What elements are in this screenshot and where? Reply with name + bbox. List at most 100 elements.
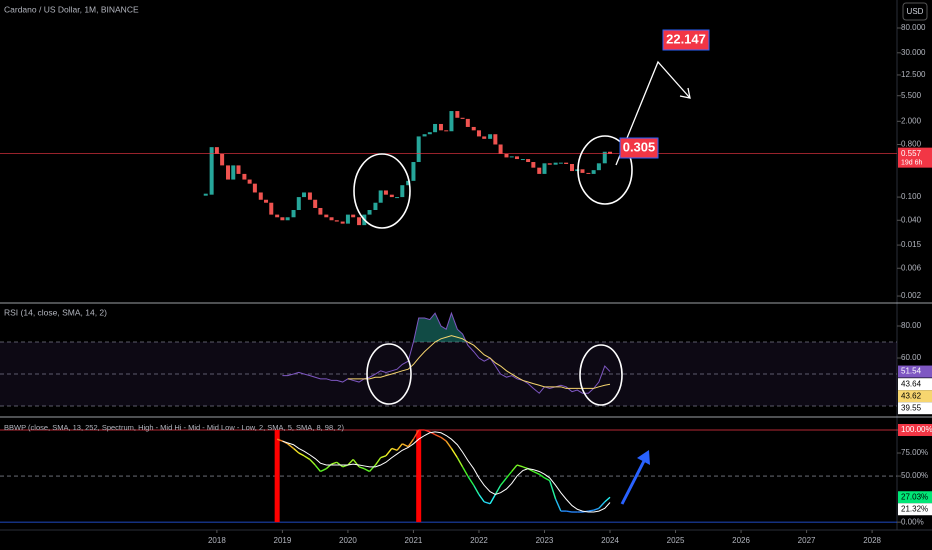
bbwp-segment	[538, 473, 545, 479]
rsi-band	[0, 342, 897, 407]
candle-body	[580, 169, 585, 173]
bbwp-title: BBWP (close, SMA, 13, 252, Spectrum, Hig…	[4, 423, 344, 432]
countdown-label: 19d 6h	[901, 159, 923, 166]
candle-body	[345, 214, 350, 224]
x-tick-label: 2021	[405, 536, 423, 545]
y-tick-label: 75.00%	[901, 448, 928, 457]
candle-body	[236, 165, 241, 174]
currency-button[interactable]	[902, 2, 928, 21]
candle-body	[324, 214, 329, 218]
candle-body	[203, 193, 208, 196]
candle-body	[591, 170, 596, 174]
bbwp-segment	[385, 447, 393, 457]
candle-body	[558, 162, 563, 164]
y-tick-label: 12.500	[901, 70, 926, 79]
bbwp-segment	[412, 429, 420, 440]
value-badge-label: 51.54	[901, 367, 922, 376]
projection-arrow	[615, 60, 691, 166]
y-tick-label: 0.100	[901, 192, 922, 201]
y-tick-label: 2.000	[901, 116, 922, 125]
y-tick-label: 0.800	[901, 140, 922, 149]
annotation-text: 22.147	[666, 31, 706, 46]
bbwp-segment	[494, 484, 502, 495]
bbwp-segment	[298, 452, 305, 457]
candle-body	[296, 197, 301, 211]
candle-body	[471, 126, 476, 131]
candle-body	[334, 220, 339, 222]
candle-body	[465, 118, 470, 127]
value-badge	[898, 365, 932, 378]
candle-body	[455, 111, 460, 118]
bbwp-segment	[554, 498, 562, 512]
candle-body	[280, 217, 285, 221]
candle-body	[252, 183, 257, 193]
candle-body	[395, 197, 400, 199]
value-badge	[898, 402, 932, 415]
y-tick-label: 5.500	[901, 91, 922, 100]
candle-body	[570, 163, 575, 172]
candle-body	[378, 190, 383, 203]
candle-body	[373, 202, 378, 211]
x-tick-label: 2022	[470, 536, 488, 545]
indicator-line	[282, 431, 611, 513]
indicator-line	[347, 335, 611, 389]
highlight-circle	[366, 343, 412, 405]
candle-body	[553, 162, 558, 165]
candle-body	[242, 173, 247, 180]
bbwp-segment	[331, 461, 338, 465]
y-tick-label: 0.040	[901, 215, 922, 224]
candle-body	[340, 221, 345, 224]
y-tick-label: 50.00%	[901, 471, 928, 480]
bbwp-segment	[374, 457, 382, 466]
annotation-text: 0.305	[623, 139, 656, 154]
bbwp-segment	[533, 470, 540, 475]
arrow-head	[679, 87, 691, 99]
arrow-head	[637, 450, 650, 465]
candle-body	[493, 134, 498, 145]
bbwp-segment	[396, 443, 403, 451]
annotation-box	[619, 137, 659, 159]
candle-body	[433, 123, 438, 133]
bbwp-segment	[544, 477, 551, 482]
value-badge-label: 43.64	[901, 379, 922, 388]
bbwp-segment	[434, 433, 442, 438]
candle-body	[531, 162, 536, 168]
x-tick-label: 2026	[732, 536, 750, 545]
candle-body	[586, 172, 591, 174]
bbwp-segment	[511, 464, 518, 472]
candle-body	[291, 210, 296, 218]
bbwp-segment	[500, 477, 508, 486]
bbwp-segment	[549, 480, 557, 500]
candle-body	[602, 151, 607, 164]
x-tick-label: 2025	[667, 536, 685, 545]
bbwp-segment	[440, 436, 447, 442]
candle-body	[547, 163, 552, 165]
bbwp-segment	[505, 471, 513, 479]
y-tick-label: 60.00	[901, 353, 922, 362]
bbwp-segment	[352, 459, 360, 468]
y-tick-label: 80.00	[901, 321, 922, 330]
bbwp-segment	[566, 510, 573, 513]
candle-body	[247, 179, 252, 184]
candle-body	[520, 159, 525, 161]
currency-label[interactable]: USD	[907, 7, 924, 16]
highlight-circle	[577, 135, 633, 205]
highlight-circle	[579, 344, 623, 406]
bbwp-segment	[347, 458, 354, 466]
value-badge	[898, 503, 932, 516]
extreme-bar	[416, 429, 422, 523]
rsi-title: RSI (14, close, SMA, 14, 2)	[4, 307, 107, 317]
candle-body	[214, 147, 219, 154]
x-tick-label: 2018	[208, 536, 226, 545]
candle-body	[476, 130, 481, 137]
price-badge	[898, 147, 932, 168]
candle-body	[542, 163, 547, 174]
bbwp-segment	[461, 466, 469, 477]
candle-body	[209, 147, 214, 195]
candle-body	[416, 136, 421, 163]
trend-arrow	[620, 458, 647, 505]
candle-body	[482, 136, 487, 139]
y-tick-label: 0.002	[901, 291, 922, 300]
candle-body	[444, 130, 449, 132]
bbwp-segment	[303, 455, 311, 461]
